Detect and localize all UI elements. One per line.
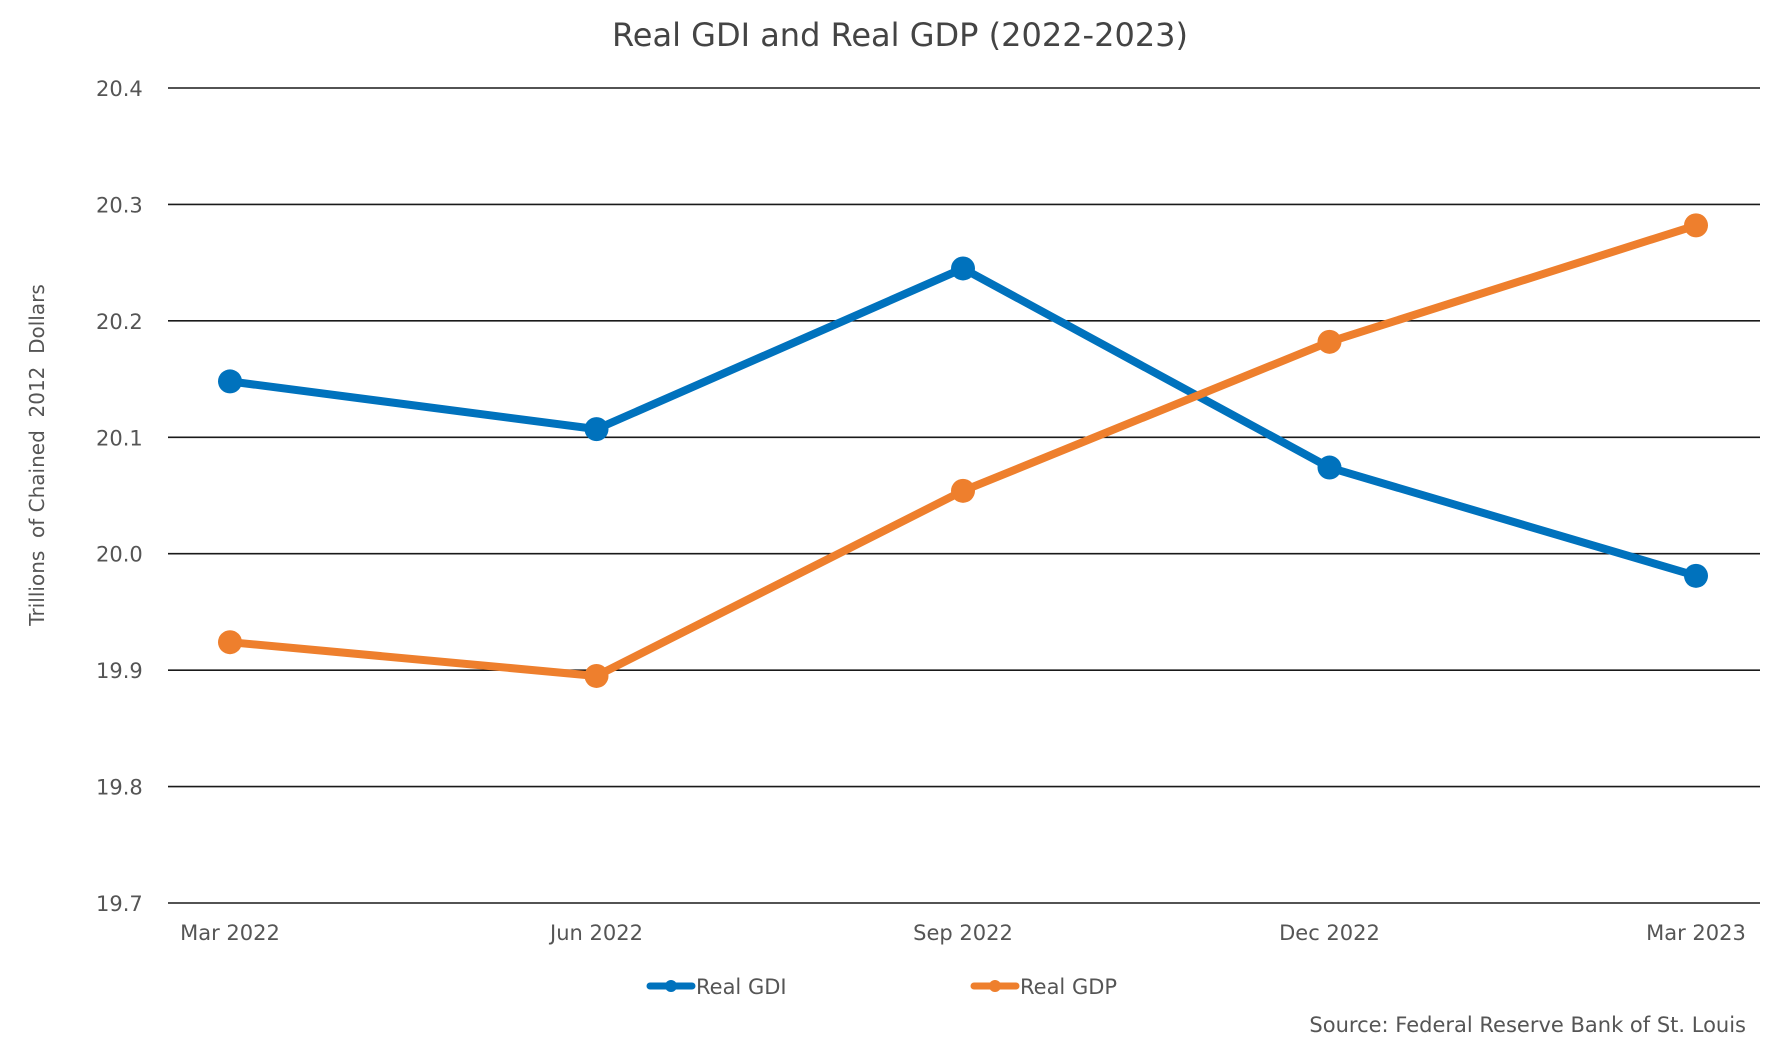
- y-tick-label: 19.9: [96, 659, 143, 683]
- series-line: [226, 221, 1700, 680]
- data-point[interactable]: [584, 663, 609, 688]
- data-point[interactable]: [218, 630, 242, 655]
- data-point[interactable]: [951, 256, 975, 281]
- x-tick-label: Mar 2023: [1646, 921, 1746, 945]
- x-axis-ticks: Mar 2022 Jun 2022 Sep 2022 Dec 2022 Mar 2023: [180, 921, 1746, 945]
- series-lines: [218, 213, 1708, 688]
- x-tick-label: Sep 2022: [913, 921, 1013, 945]
- legend: Real GDI Real GDP: [646, 975, 1117, 999]
- data-point[interactable]: [218, 369, 242, 394]
- y-tick-label: 20.1: [96, 426, 143, 450]
- gridlines: [168, 87, 1760, 904]
- x-tick-label: Dec 2022: [1279, 921, 1380, 945]
- x-tick-label: Jun 2022: [548, 921, 643, 945]
- legend-item[interactable]: Real GDP: [970, 975, 1117, 999]
- data-point[interactable]: [584, 417, 609, 442]
- y-tick-label: 20.2: [96, 310, 143, 334]
- legend-swatch-marker: [989, 980, 1001, 992]
- source-note: Source: Federal Reserve Bank of St. Loui…: [1309, 1013, 1746, 1037]
- legend-label: Real GDP: [1020, 975, 1117, 999]
- data-point[interactable]: [1317, 455, 1342, 480]
- legend-swatch-marker: [665, 980, 677, 992]
- x-tick-label: Mar 2022: [180, 921, 280, 945]
- data-point[interactable]: [1684, 563, 1708, 588]
- chart-title: Real GDI and Real GDP (2022-2023): [612, 16, 1188, 54]
- data-point[interactable]: [951, 478, 975, 503]
- y-tick-label: 20.0: [96, 543, 143, 567]
- legend-item[interactable]: Real GDI: [646, 975, 787, 999]
- series-line: [226, 264, 1700, 580]
- legend-label: Real GDI: [696, 975, 787, 999]
- y-tick-label: 19.7: [96, 892, 143, 916]
- data-point[interactable]: [1684, 213, 1708, 238]
- data-point[interactable]: [1317, 329, 1342, 354]
- y-tick-label: 19.8: [96, 776, 143, 800]
- y-axis-ticks: 19.7 19.8 19.9 20.0 20.1 20.2 20.3 20.4: [96, 77, 143, 916]
- y-tick-label: 20.3: [96, 193, 143, 217]
- series-real-gdi: [218, 256, 1708, 588]
- series-real-gdp: [218, 213, 1708, 688]
- y-tick-label: 20.4: [96, 77, 143, 101]
- y-axis-label: Trillions of Chained 2012 Dollars: [25, 284, 49, 627]
